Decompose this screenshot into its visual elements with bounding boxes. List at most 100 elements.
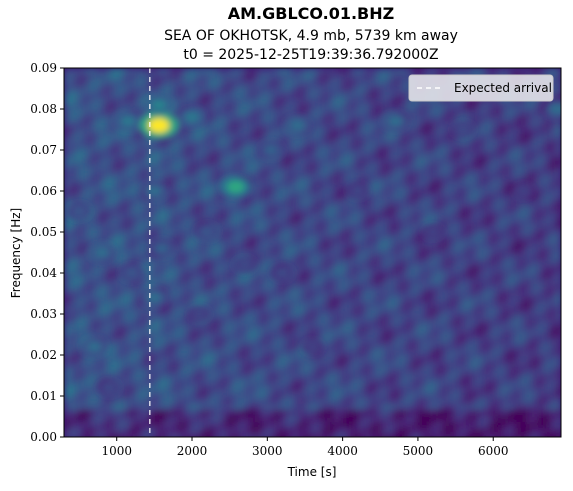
heatmap-cell [298, 152, 304, 158]
heatmap-cell [514, 404, 520, 410]
heatmap-cell [448, 218, 454, 224]
heatmap-cell [70, 314, 76, 320]
heatmap-cell [94, 80, 100, 86]
heatmap-cell [64, 104, 70, 110]
heatmap-cell [508, 368, 514, 374]
heatmap-cell [172, 416, 178, 422]
heatmap-cell [346, 302, 352, 308]
heatmap-cell [76, 326, 82, 332]
heatmap-cell [340, 308, 346, 314]
heatmap-cell [214, 434, 220, 437]
heatmap-cell [184, 326, 190, 332]
heatmap-cell [370, 80, 376, 86]
heatmap-cell [478, 104, 484, 110]
heatmap-cell [280, 392, 286, 398]
heatmap-cell [250, 236, 256, 242]
heatmap-cell [220, 68, 226, 74]
heatmap-cell [316, 266, 322, 272]
heatmap-cell [64, 266, 70, 272]
heatmap-cell [418, 356, 424, 362]
heatmap-cell [454, 236, 460, 242]
heatmap-cell [538, 266, 544, 272]
heatmap-cell [190, 170, 196, 176]
heatmap-cell [100, 362, 106, 368]
heatmap-cell [292, 242, 298, 248]
heatmap-cell [400, 128, 406, 134]
heatmap-cell [418, 290, 424, 296]
heatmap-cell [130, 404, 136, 410]
heatmap-cell [136, 68, 142, 74]
heatmap-cell [274, 374, 280, 380]
heatmap-cell [94, 170, 100, 176]
heatmap-cell [154, 176, 160, 182]
heatmap-cell [430, 176, 436, 182]
heatmap-cell [478, 332, 484, 338]
heatmap-cell [418, 368, 424, 374]
heatmap-cell [166, 422, 172, 428]
heatmap-cell [184, 158, 190, 164]
heatmap-cell [424, 236, 430, 242]
heatmap-cell [88, 80, 94, 86]
heatmap-cell [274, 416, 280, 422]
heatmap-cell [202, 398, 208, 404]
heatmap-cell [130, 284, 136, 290]
heatmap-cell [136, 170, 142, 176]
heatmap-cell [118, 104, 124, 110]
heatmap-cell [340, 218, 346, 224]
heatmap-cell [526, 302, 532, 308]
heatmap-cell [454, 134, 460, 140]
heatmap-cell [376, 272, 382, 278]
heatmap-cell [430, 272, 436, 278]
heatmap-cell [370, 218, 376, 224]
heatmap-cell [304, 278, 310, 284]
heatmap-cell [460, 110, 466, 116]
heatmap-cell [382, 338, 388, 344]
heatmap-cell [376, 74, 382, 80]
heatmap-cell [154, 158, 160, 164]
heatmap-cell [352, 290, 358, 296]
heatmap-cell [118, 398, 124, 404]
heatmap-cell [436, 116, 442, 122]
heatmap-cell [232, 128, 238, 134]
heatmap-cell [94, 404, 100, 410]
heatmap-cell [166, 386, 172, 392]
heatmap-cell [250, 200, 256, 206]
heatmap-cell [202, 164, 208, 170]
heatmap-cell [322, 194, 328, 200]
heatmap-cell [256, 374, 262, 380]
heatmap-cell [502, 230, 508, 236]
heatmap-cell [472, 368, 478, 374]
heatmap-cell [436, 434, 442, 437]
heatmap-cell [406, 356, 412, 362]
heatmap-cell [436, 242, 442, 248]
heatmap-cell [508, 404, 514, 410]
heatmap-cell [202, 128, 208, 134]
heatmap-cell [262, 290, 268, 296]
heatmap-cell [208, 386, 214, 392]
heatmap-cell [310, 386, 316, 392]
heatmap-cell [526, 110, 532, 116]
heatmap-cell [172, 428, 178, 434]
heatmap-cell [118, 158, 124, 164]
heatmap-cell [106, 398, 112, 404]
heatmap-cell [526, 152, 532, 158]
heatmap-cell [262, 176, 268, 182]
heatmap-cell [118, 302, 124, 308]
heatmap-cell [154, 434, 160, 437]
heatmap-cell [400, 92, 406, 98]
heatmap-cell [358, 212, 364, 218]
heatmap-cell [316, 92, 322, 98]
heatmap-cell [490, 422, 496, 428]
heatmap-cell [292, 158, 298, 164]
heatmap-cell [244, 338, 250, 344]
heatmap-cell [376, 152, 382, 158]
heatmap-cell [94, 362, 100, 368]
heatmap-cell [286, 380, 292, 386]
heatmap-cell [202, 182, 208, 188]
heatmap-cell [82, 416, 88, 422]
heatmap-cell [352, 80, 358, 86]
heatmap-cell [124, 296, 130, 302]
heatmap-cell [436, 170, 442, 176]
heatmap-cell [106, 128, 112, 134]
